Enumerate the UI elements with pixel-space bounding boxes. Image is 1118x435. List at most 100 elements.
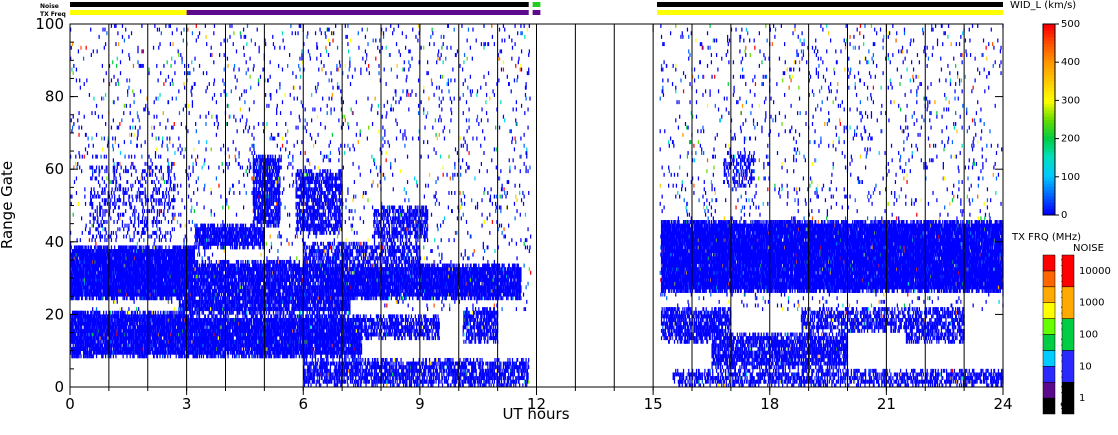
echo-cell [75,296,76,300]
echo-cell [154,100,155,104]
echo-cell [117,166,118,170]
echo-cell [130,104,131,108]
echo-cell [145,202,146,206]
echo-cell [134,155,135,159]
echo-cell [137,318,138,322]
echo-cell [136,333,137,337]
echo-cell [122,191,123,195]
echo-cell [141,176,142,180]
echo-cell [117,198,118,202]
echo-cell [131,162,132,166]
echo-cell [152,173,153,177]
echo-cell [115,311,116,315]
echo-cell [84,82,85,86]
echo-cell [86,278,87,282]
echo-cell [129,202,130,206]
echo-cell [105,253,106,257]
echo-cell [139,253,140,257]
echo-cell [161,296,162,300]
echo-cell [141,249,142,253]
echo-cell [176,354,177,358]
echo-cell [78,343,79,347]
echo-cell [76,78,77,82]
echo-cell [171,296,172,300]
echo-cell [152,206,153,210]
echo-cell [173,347,174,351]
echo-cell [166,278,167,282]
echo-cell [71,289,72,293]
echo-cell [172,42,173,46]
echo-cell [104,202,105,206]
echo-cell [159,209,160,213]
echo-cell [134,300,135,304]
echo-cell [115,238,116,242]
echo-cell [102,198,103,202]
echo-cell [135,180,136,184]
echo-cell [113,220,114,224]
echo-cell [99,235,100,239]
echo-cell [170,180,171,184]
echo-cell [114,311,115,315]
echo-cell [131,314,132,318]
echo-cell [83,354,84,358]
echo-cell [154,216,155,220]
echo-cell [164,202,165,206]
echo-cell [143,191,144,195]
echo-cell [99,224,100,228]
echo-cell [141,191,142,195]
echo-cell [112,311,113,315]
echo-cell [167,60,168,64]
echo-cell [157,209,158,213]
echo-cell [123,198,124,202]
echo-cell [156,166,157,170]
echo-cell [123,195,124,199]
echo-cell [106,198,107,202]
echo-cell [157,78,158,82]
echo-cell [79,166,80,170]
echo-cell [126,104,127,108]
echo-cell [172,198,173,202]
echo-cell [139,195,140,199]
echo-cell [123,169,124,173]
echo-cell [124,202,125,206]
echo-cell [114,296,115,300]
echo-cell [84,274,85,278]
echo-cell [119,195,120,199]
echo-cell [167,118,168,122]
echo-cell [150,333,151,337]
echo-cell [122,351,123,355]
echo-cell [138,187,139,191]
echo-cell [173,195,174,199]
echo-cell [146,173,147,177]
echo-cell [97,220,98,224]
echo-cell [76,68,77,72]
echo-cell [148,235,149,239]
echo-cell [156,187,157,191]
echo-cell [163,195,164,199]
echo-cell [102,28,103,32]
echo-cell [161,256,162,260]
echo-cell [95,238,96,242]
echo-cell [170,64,171,68]
echo-cell [167,296,168,300]
echo-cell [154,354,155,358]
echo-cell [114,318,115,322]
echo-cell [98,267,99,271]
echo-cell [93,213,94,217]
txfreq-segment [70,10,187,15]
echo-cell [93,224,94,228]
echo-cell [169,187,170,191]
echo-cell [81,216,82,220]
echo-cell [115,333,116,337]
echo-cell [141,235,142,239]
echo-cell [102,191,103,195]
echo-cell [135,289,136,293]
echo-cell [167,158,168,162]
echo-cell [95,242,96,246]
echo-cell [122,318,123,322]
echo-cell [104,198,105,202]
echo-cell [87,285,88,289]
echo-cell [120,198,121,202]
echo-cell [104,155,105,159]
